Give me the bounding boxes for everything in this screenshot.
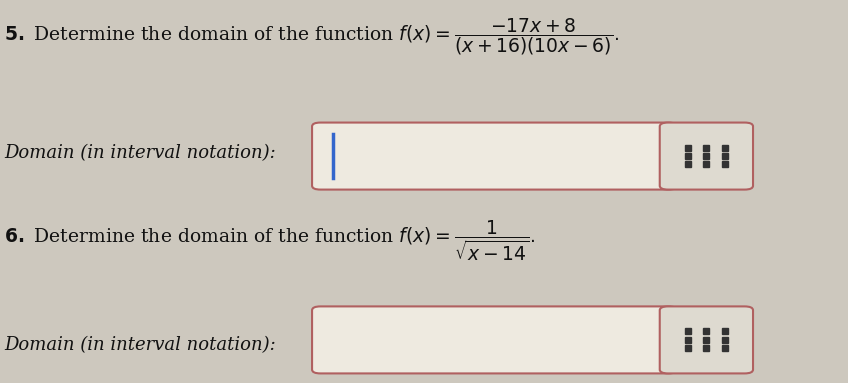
Text: Domain (in interval notation):: Domain (in interval notation): [4, 144, 276, 162]
Text: $\mathbf{6.}$ Determine the domain of the function $f(x) = \dfrac{1}{\sqrt{x-14}: $\mathbf{6.}$ Determine the domain of th… [4, 219, 536, 264]
FancyBboxPatch shape [660, 123, 753, 190]
FancyBboxPatch shape [312, 123, 677, 190]
Text: Domain (in interval notation):: Domain (in interval notation): [4, 336, 276, 354]
FancyBboxPatch shape [660, 306, 753, 373]
Text: $\mathbf{5.}$ Determine the domain of the function $f(x) = \dfrac{-17x+8}{(x+16): $\mathbf{5.}$ Determine the domain of th… [4, 16, 620, 57]
FancyBboxPatch shape [312, 306, 677, 373]
